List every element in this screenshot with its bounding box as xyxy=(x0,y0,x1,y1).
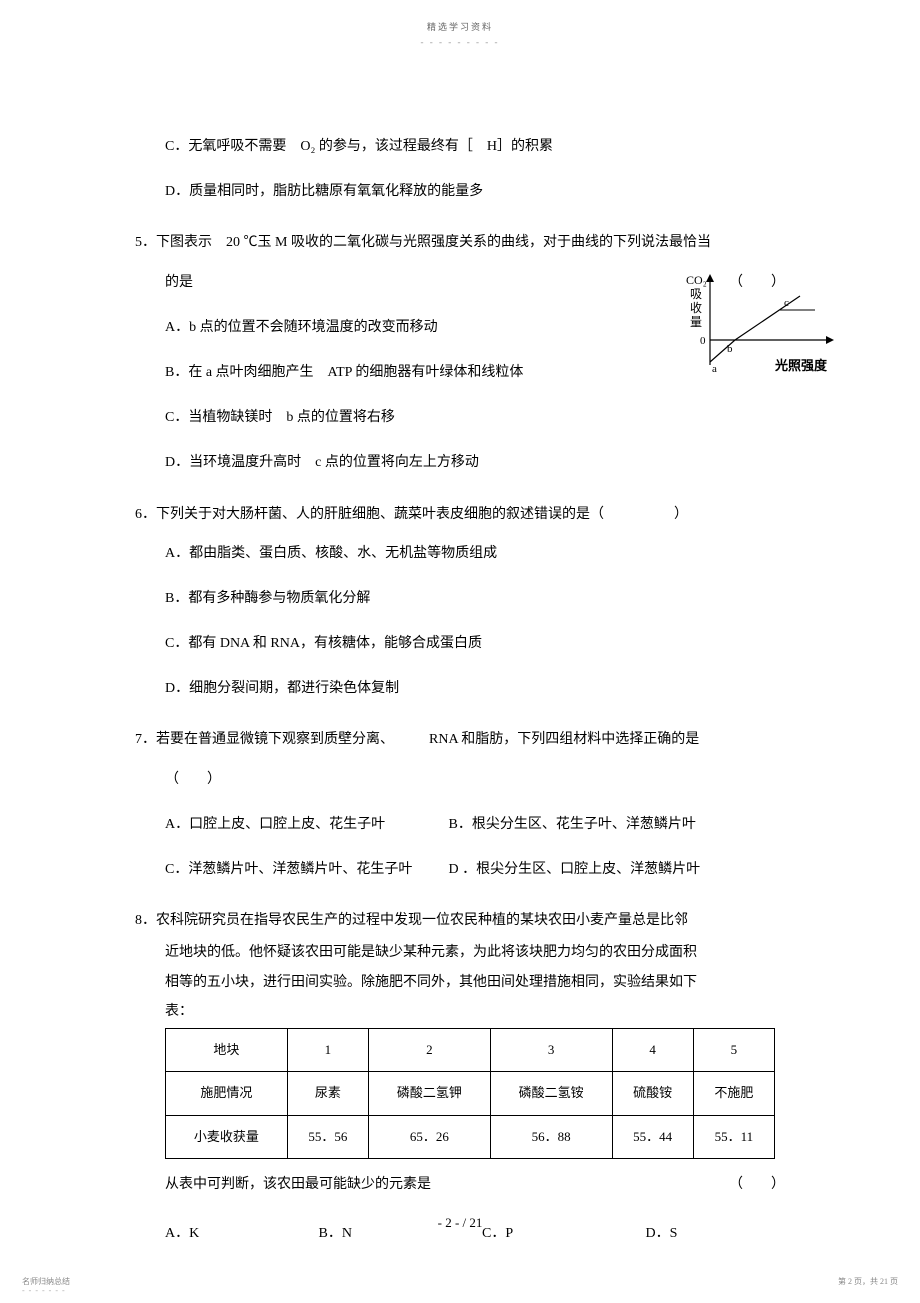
footer-right: 第 2 页，共 21 页 xyxy=(838,1276,898,1287)
q6-option-c: C．都有 DNA 和 RNA，有核糖体，能够合成蛋白质 xyxy=(135,624,785,663)
q7-options-row2: C．洋葱鳞片叶、洋葱鳞片叶、花生子叶 D ．根尖分生区、口腔上皮、洋葱鳞片叶 xyxy=(135,850,785,889)
q6-option-d: D．细胞分裂间期，都进行染色体复制 xyxy=(135,669,785,708)
q8-table: 地块 1 2 3 4 5 施肥情况 尿素 磷酸二氢钾 磷酸二氢铵 硫酸铵 不施肥… xyxy=(165,1028,775,1159)
table-cell: 56．88 xyxy=(490,1115,612,1158)
q5-chart: CO₂ 吸 收 量 0 a b c 光照强度 xyxy=(680,270,840,395)
table-cell: 55．11 xyxy=(693,1115,774,1158)
table-cell: 磷酸二氢铵 xyxy=(490,1072,612,1115)
page-number: - 2 - / 21 xyxy=(0,1215,920,1231)
q8-followup: 从表中可判断，该农田最可能缺少的元素是 （ ） xyxy=(135,1165,785,1204)
chart-b-label: b xyxy=(727,343,733,355)
q5-option-d: D．当环境温度升高时 c 点的位置将向左上方移动 xyxy=(135,443,785,482)
q7-options-row1: A．口腔上皮、口腔上皮、花生子叶 B．根尖分生区、花生子叶、洋葱鳞片叶 xyxy=(135,805,785,844)
q8-exp-line3: 表： xyxy=(135,999,785,1024)
q4-option-d: D．质量相同时，脂肪比糖原有氧氧化释放的能量多 xyxy=(135,172,785,211)
table-cell: 65．26 xyxy=(368,1115,490,1158)
q5-option-c: C．当植物缺镁时 b 点的位置将右移 xyxy=(135,398,785,437)
q5-stem-text: 的是 xyxy=(165,275,193,290)
table-cell: 磷酸二氢钾 xyxy=(368,1072,490,1115)
q5-stem-line1: 5．下图表示 20 ℃玉 M 吸收的二氧化碳与光照强度关系的曲线，对于曲线的下列… xyxy=(135,223,785,262)
chart-ylabel-2: 吸 xyxy=(690,287,702,301)
q7-option-b: B．根尖分生区、花生子叶、洋葱鳞片叶 xyxy=(449,805,696,844)
q4-option-c: C．无氧呼吸不需要 O₂ 的参与，该过程最终有［ H］的积累 xyxy=(135,127,785,166)
q8-paren: （ ） xyxy=(729,1165,785,1204)
table-cell: 硫酸铵 xyxy=(612,1072,693,1115)
q7-stem-line1: 7．若要在普通显微镜下观察到质壁分离、 RNA 和脂肪，下列四组材料中选择正确的… xyxy=(135,720,785,759)
table-cell: 施肥情况 xyxy=(166,1072,288,1115)
chart-ylabel-3: 收 xyxy=(690,301,702,315)
header-dots: - - - - - - - - - xyxy=(135,37,785,47)
table-cell: 2 xyxy=(368,1028,490,1071)
table-cell: 不施肥 xyxy=(693,1072,774,1115)
q6-option-b: B．都有多种酶参与物质氧化分解 xyxy=(135,579,785,618)
header-title: 精选学习资料 xyxy=(135,20,785,33)
q8-followup-text: 从表中可判断，该农田最可能缺少的元素是 xyxy=(165,1177,431,1192)
q8-exp-line1: 近地块的低。他怀疑该农田可能是缺少某种元素，为此将该块肥力均匀的农田分成面积 xyxy=(135,940,785,965)
chart-zero: 0 xyxy=(700,335,706,347)
table-cell: 地块 xyxy=(166,1028,288,1071)
chart-ylabel-co2: CO₂ xyxy=(686,273,707,287)
chart-c-label: c xyxy=(784,297,789,309)
q7-option-a: A．口腔上皮、口腔上皮、花生子叶 xyxy=(165,805,445,844)
chart-xlabel: 光照强度 xyxy=(774,358,828,373)
q8-stem: 8．农科院研究员在指导农民生产的过程中发现一位农民种植的某块农田小麦产量总是比邻 xyxy=(135,901,785,940)
q6-stem: 6．下列关于对大肠杆菌、人的肝脏细胞、蔬菜叶表皮细胞的叙述错误的是（ ） xyxy=(135,495,785,534)
table-row: 地块 1 2 3 4 5 xyxy=(166,1028,775,1071)
table-cell: 尿素 xyxy=(287,1072,368,1115)
q7-option-d: D ．根尖分生区、口腔上皮、洋葱鳞片叶 xyxy=(449,850,701,889)
table-row: 施肥情况 尿素 磷酸二氢钾 磷酸二氢铵 硫酸铵 不施肥 xyxy=(166,1072,775,1115)
table-cell: 3 xyxy=(490,1028,612,1071)
q6-option-a: A．都由脂类、蛋白质、核酸、水、无机盐等物质组成 xyxy=(135,534,785,573)
table-row: 小麦收获量 55．56 65．26 56．88 55．44 55．11 xyxy=(166,1115,775,1158)
chart-ylabel-4: 量 xyxy=(690,315,702,329)
footer-left-dots: - - - - - - - xyxy=(22,1286,66,1295)
table-cell: 小麦收获量 xyxy=(166,1115,288,1158)
q7-option-c: C．洋葱鳞片叶、洋葱鳞片叶、花生子叶 xyxy=(165,850,445,889)
table-cell: 4 xyxy=(612,1028,693,1071)
q7-stem-line2: （ ） xyxy=(135,760,785,799)
table-cell: 55．56 xyxy=(287,1115,368,1158)
table-cell: 55．44 xyxy=(612,1115,693,1158)
table-cell: 1 xyxy=(287,1028,368,1071)
table-cell: 5 xyxy=(693,1028,774,1071)
q8-exp-line2: 相等的五小块，进行田间实验。除施肥不同外，其他田间处理措施相同，实验结果如下 xyxy=(135,970,785,995)
chart-a-label: a xyxy=(712,363,717,375)
